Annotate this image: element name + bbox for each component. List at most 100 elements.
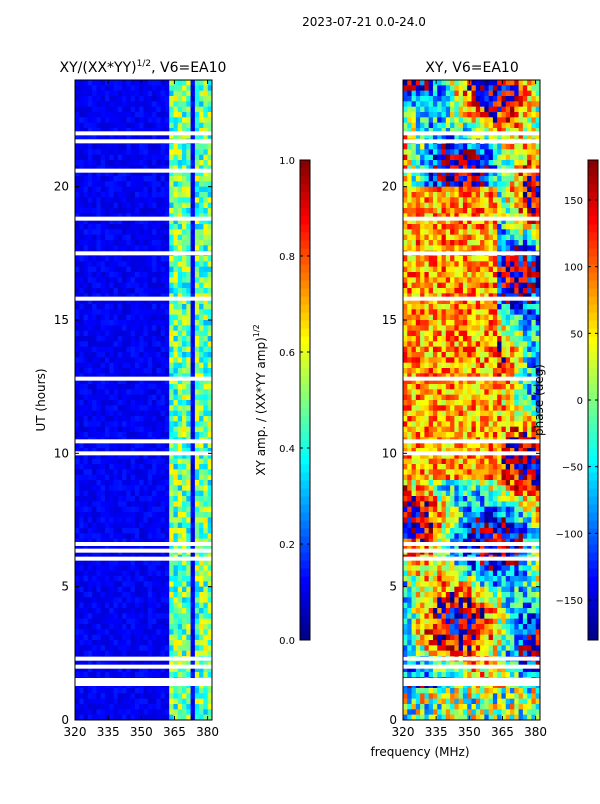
heatmap-cell — [506, 181, 511, 187]
colorbar-segment — [300, 176, 310, 185]
heatmap-cell — [139, 176, 144, 182]
heatmap-cell — [118, 208, 123, 214]
heatmap-cell — [472, 208, 477, 214]
heatmap-cell — [514, 176, 519, 182]
heatmap-cell — [109, 491, 114, 497]
heatmap-cell — [199, 389, 204, 395]
heatmap-cell — [173, 427, 178, 433]
heatmap-cell — [178, 224, 183, 230]
heatmap-cell — [199, 315, 204, 321]
heatmap-cell — [195, 91, 200, 97]
heatmap-cell — [186, 635, 191, 641]
heatmap-cell — [165, 107, 170, 113]
heatmap-cell — [195, 597, 200, 603]
heatmap-cell — [92, 112, 97, 118]
heatmap-cell — [178, 565, 183, 571]
heatmap-cell — [459, 144, 464, 150]
heatmap-cell — [480, 187, 485, 193]
heatmap-cell — [165, 320, 170, 326]
heatmap-cell — [156, 507, 161, 513]
heatmap-cell — [424, 123, 429, 129]
heatmap-cell — [467, 197, 472, 203]
heatmap-cell — [195, 261, 200, 267]
heatmap-cell — [156, 709, 161, 715]
heatmap-cell — [454, 208, 459, 214]
heatmap-cell — [195, 341, 200, 347]
heatmap-cell — [161, 112, 166, 118]
colorbar-segment — [300, 256, 310, 265]
heatmap-cell — [433, 187, 438, 193]
heatmap-cell — [75, 512, 80, 518]
heatmap-cell — [92, 229, 97, 235]
heatmap-cell — [144, 608, 149, 614]
heatmap-cell — [139, 325, 144, 331]
heatmap-cell — [101, 608, 106, 614]
heatmap-cell — [191, 341, 196, 347]
heatmap-cell — [195, 181, 200, 187]
heatmap-cell — [510, 181, 515, 187]
heatmap-cell — [84, 240, 89, 246]
heatmap-cell — [195, 107, 200, 113]
heatmap-cell — [79, 459, 84, 465]
heatmap-cell — [148, 480, 153, 486]
heatmap-cell — [152, 517, 157, 523]
heatmap-cell — [161, 155, 166, 161]
heatmap-cell — [493, 85, 498, 91]
heatmap-cell — [118, 635, 123, 641]
heatmap-cell — [527, 160, 532, 166]
heatmap-cell — [199, 112, 204, 118]
heatmap-cell — [144, 203, 149, 209]
heatmap-cell — [165, 405, 170, 411]
heatmap-cell — [199, 160, 204, 166]
heatmap-cell — [118, 459, 123, 465]
heatmap-cell — [144, 480, 149, 486]
heatmap-cell — [165, 149, 170, 155]
heatmap-cell — [161, 331, 166, 337]
heatmap-cell — [152, 325, 157, 331]
heatmap-cell — [420, 123, 425, 129]
heatmap-cell — [182, 693, 187, 699]
heatmap-cell — [476, 235, 481, 241]
heatmap-cell — [148, 341, 153, 347]
heatmap-cell — [79, 512, 84, 518]
heatmap-cell — [109, 309, 114, 315]
heatmap-cell — [424, 203, 429, 209]
colorbar-segment — [300, 296, 310, 305]
heatmap-cell — [195, 203, 200, 209]
heatmap-cell — [191, 427, 196, 433]
heatmap-cell — [178, 208, 183, 214]
heatmap-cell — [79, 613, 84, 619]
heatmap-cell — [501, 235, 506, 241]
heatmap-cell — [165, 96, 170, 102]
heatmap-cell — [118, 693, 123, 699]
heatmap-cell — [135, 389, 140, 395]
heatmap-cell — [122, 187, 127, 193]
heatmap-cell — [96, 411, 101, 417]
heatmap-cell — [135, 672, 140, 678]
heatmap-cell — [92, 187, 97, 193]
heatmap-cell — [169, 341, 174, 347]
heatmap-cell — [412, 181, 417, 187]
heatmap-cell — [161, 443, 166, 449]
heatmap-cell — [122, 400, 127, 406]
heatmap-cell — [169, 421, 174, 427]
heatmap-cell — [178, 629, 183, 635]
heatmap-cell — [109, 384, 114, 390]
heatmap-cell — [92, 480, 97, 486]
heatmap-cell — [169, 352, 174, 358]
heatmap-cell — [459, 245, 464, 251]
heatmap-cell — [442, 112, 447, 118]
colorbar-segment — [300, 576, 310, 585]
heatmap-cell — [118, 304, 123, 310]
heatmap-cell — [152, 672, 157, 678]
heatmap-cell — [191, 443, 196, 449]
heatmap-cell — [165, 699, 170, 705]
heatmap-cell — [169, 336, 174, 342]
heatmap-cell — [506, 123, 511, 129]
heatmap-cell — [420, 229, 425, 235]
heatmap-cell — [101, 144, 106, 150]
heatmap-cell — [152, 400, 157, 406]
heatmap-cell — [506, 197, 511, 203]
heatmap-cell — [199, 187, 204, 193]
heatmap-cell — [109, 629, 114, 635]
